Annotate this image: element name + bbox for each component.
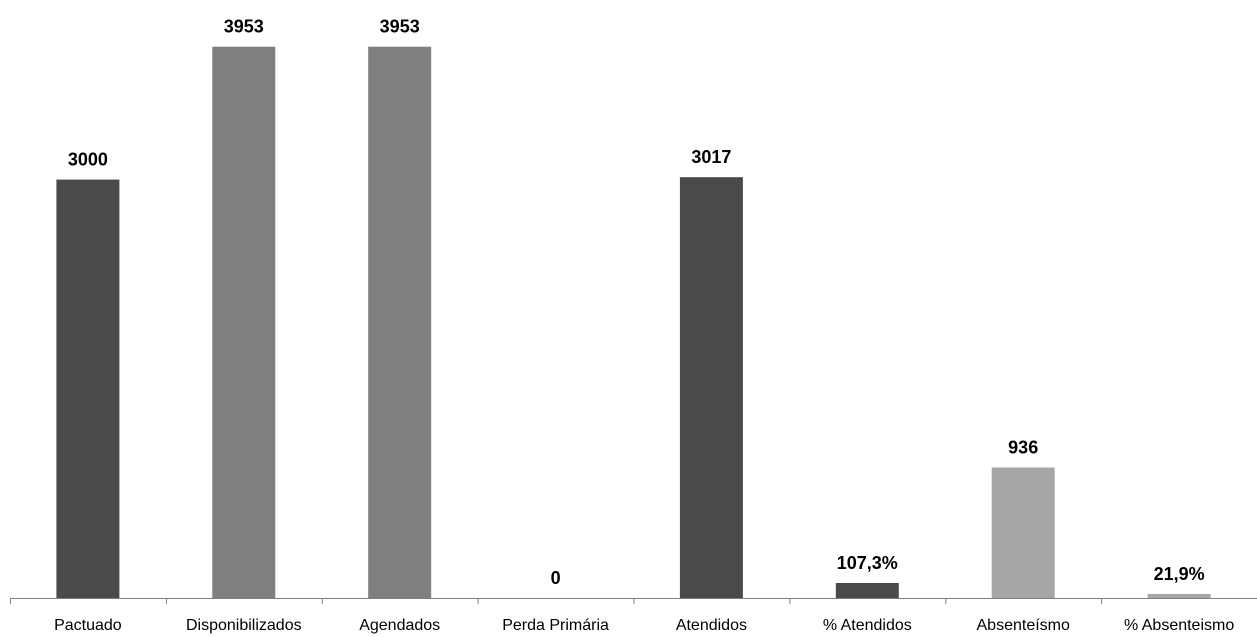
data-label: 3017: [691, 147, 731, 167]
category-label: % Atendidos: [823, 617, 912, 634]
data-label: 0: [551, 568, 561, 588]
data-label: 21,9%: [1154, 564, 1205, 584]
category-label: Perda Primária: [502, 617, 609, 634]
bar: [679, 177, 743, 598]
data-label: 3000: [68, 150, 108, 170]
bars-group: [56, 46, 1211, 598]
bar: [368, 46, 432, 598]
category-label: Atendidos: [676, 617, 747, 634]
data-label: 3953: [380, 17, 420, 37]
data-labels-group: 3000 3953 3953 0 3017 107,3% 936 21,9%: [68, 17, 1205, 588]
category-label: Absenteísmo: [977, 617, 1070, 634]
bar: [56, 179, 120, 598]
data-label: 936: [1008, 438, 1038, 458]
category-label: Disponibilizados: [186, 617, 302, 634]
bar: [835, 583, 899, 598]
data-label: 3953: [224, 17, 264, 37]
data-label: 107,3%: [837, 553, 898, 573]
x-axis: Pactuado Disponibilizados Agendados Perda P…: [10, 598, 1257, 634]
bar: [212, 46, 276, 598]
bar: [1147, 594, 1211, 598]
bar: [991, 467, 1055, 598]
category-label: Pactuado: [54, 617, 122, 634]
category-label: % Absenteismo: [1124, 617, 1234, 634]
category-label: Agendados: [359, 617, 440, 634]
